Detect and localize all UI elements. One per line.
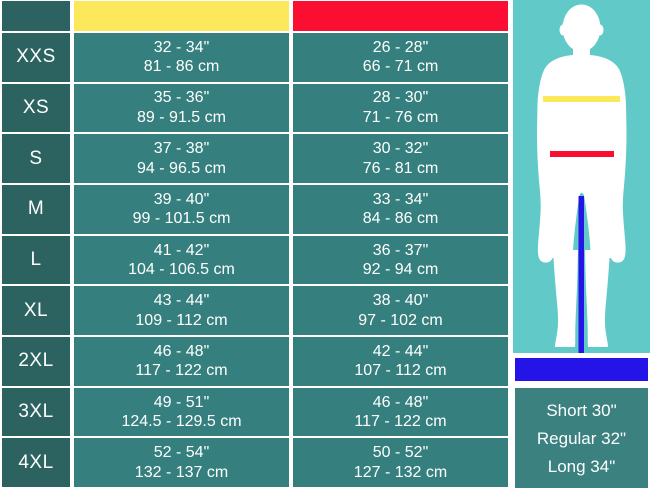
waist-inches: 36 - 37" [372, 241, 429, 259]
waist-inches: 33 - 34" [372, 190, 429, 208]
waist-measurement-cell: 33 - 34" 84 - 86 cm [291, 184, 510, 235]
waist-measurement-cell: 28 - 30" 71 - 76 cm [291, 82, 510, 134]
waist-inches: 46 - 48" [372, 393, 429, 411]
waist-cm: 92 - 94 cm [362, 261, 439, 279]
table-header-row [0, 0, 510, 32]
figure-panel: Short 30" Regular 32" Long 34" [513, 0, 650, 488]
waist-measurement-cell: 42 - 44" 107 - 112 cm [291, 336, 510, 387]
waist-cm: 84 - 86 cm [362, 210, 439, 228]
inseam-measure-line [578, 196, 584, 353]
chest-cm: 94 - 96.5 cm [137, 159, 226, 177]
table-row: L 41 - 42" 104 - 106.5 cm 36 - 37" 92 - … [0, 234, 510, 286]
table-row: 2XL 46 - 48" 117 - 122 cm 42 - 44" 107 -… [0, 336, 510, 387]
left-leg-shape [553, 250, 578, 347]
table-row: XS 35 - 36" 89 - 91.5 cm 28 - 30" 71 - 7… [0, 82, 510, 134]
chest-color-swatch [72, 0, 291, 32]
chest-inches: 43 - 44" [153, 292, 210, 310]
table-row: 4XL 52 - 54" 132 - 137 cm 50 - 52" 127 -… [0, 437, 510, 488]
chest-inches: 37 - 38" [153, 140, 210, 158]
size-label: 3XL [0, 386, 72, 438]
header-size-column [0, 0, 72, 32]
chest-measurement-cell: 32 - 34" 81 - 86 cm [72, 32, 291, 83]
chest-inches: 32 - 34" [153, 38, 210, 56]
waist-measurement-cell: 46 - 48" 117 - 122 cm [291, 386, 510, 438]
chest-measurement-cell: 35 - 36" 89 - 91.5 cm [72, 82, 291, 134]
chest-measurement-cell: 49 - 51" 124.5 - 129.5 cm [72, 386, 291, 438]
waist-measurement-cell: 36 - 37" 92 - 94 cm [291, 234, 510, 286]
chest-cm: 109 - 112 cm [135, 311, 228, 329]
chest-cm: 81 - 86 cm [143, 58, 220, 76]
size-label: 2XL [0, 336, 72, 387]
chest-inches: 39 - 40" [153, 190, 210, 208]
table-row: 3XL 49 - 51" 124.5 - 129.5 cm 46 - 48" 1… [0, 386, 510, 438]
waist-measurement-cell: 50 - 52" 127 - 132 cm [291, 437, 510, 488]
hips-shape [545, 140, 618, 258]
waist-inches: 50 - 52" [372, 444, 429, 462]
left-ear-shape [559, 24, 567, 36]
size-table: XXS 32 - 34" 81 - 86 cm 26 - 28" 66 - 71… [0, 0, 510, 488]
chest-inches: 41 - 42" [153, 241, 210, 259]
waist-measurement-cell: 38 - 40" 97 - 102 cm [291, 285, 510, 337]
waist-cm: 117 - 122 cm [354, 413, 447, 431]
chest-cm: 117 - 122 cm [135, 362, 228, 380]
right-ear-shape [596, 24, 604, 36]
waist-cm: 107 - 112 cm [354, 362, 447, 380]
waist-inches: 42 - 44" [372, 342, 429, 360]
waist-cm: 66 - 71 cm [362, 58, 439, 76]
chest-measurement-cell: 43 - 44" 109 - 112 cm [72, 285, 291, 337]
head-shape [562, 4, 601, 52]
size-label: XL [0, 285, 72, 337]
chest-measurement-cell: 41 - 42" 104 - 106.5 cm [72, 234, 291, 286]
inseam-option-regular: Regular 32" [536, 428, 627, 448]
waist-color-swatch [291, 0, 510, 32]
chest-cm: 104 - 106.5 cm [128, 261, 235, 279]
table-row: XL 43 - 44" 109 - 112 cm 38 - 40" 97 - 1… [0, 285, 510, 337]
waist-measurement-cell: 26 - 28" 66 - 71 cm [291, 32, 510, 83]
chest-inches: 46 - 48" [153, 342, 210, 360]
size-label: XXS [0, 32, 72, 83]
waist-cm: 76 - 81 cm [362, 159, 439, 177]
right-leg-shape [585, 250, 610, 347]
chest-cm: 124.5 - 129.5 cm [121, 413, 242, 431]
waist-cm: 127 - 132 cm [353, 463, 448, 481]
waist-measure-line [550, 151, 614, 157]
inseam-option-short: Short 30" [546, 400, 617, 420]
chest-measurement-cell: 37 - 38" 94 - 96.5 cm [72, 133, 291, 185]
inseam-color-swatch [513, 356, 650, 383]
chest-cm: 99 - 101.5 cm [132, 210, 231, 228]
table-row: M 39 - 40" 99 - 101.5 cm 33 - 34" 84 - 8… [0, 184, 510, 235]
inseam-option-long: Long 34" [547, 456, 616, 476]
waist-inches: 30 - 32" [372, 140, 429, 158]
chest-measure-line [543, 96, 620, 102]
inseam-length-legend: Short 30" Regular 32" Long 34" [513, 386, 650, 488]
torso-shape [537, 55, 627, 263]
size-label: 4XL [0, 437, 72, 488]
size-label: XS [0, 82, 72, 134]
chest-measurement-cell: 46 - 48" 117 - 122 cm [72, 336, 291, 387]
table-row: XXS 32 - 34" 81 - 86 cm 26 - 28" 66 - 71… [0, 32, 510, 83]
table-row: S 37 - 38" 94 - 96.5 cm 30 - 32" 76 - 81… [0, 133, 510, 185]
chest-inches: 49 - 51" [153, 393, 210, 411]
chest-inches: 35 - 36" [153, 89, 210, 107]
size-label: S [0, 133, 72, 185]
size-label: L [0, 234, 72, 286]
waist-cm: 71 - 76 cm [362, 109, 439, 126]
waist-measurement-cell: 30 - 32" 76 - 81 cm [291, 133, 510, 185]
body-diagram [513, 0, 650, 353]
waist-cm: 97 - 102 cm [358, 311, 443, 329]
waist-inches: 26 - 28" [372, 38, 429, 56]
size-label: M [0, 184, 72, 235]
chest-cm: 132 - 137 cm [134, 463, 229, 481]
chest-measurement-cell: 52 - 54" 132 - 137 cm [72, 437, 291, 488]
chest-inches: 52 - 54" [153, 444, 210, 462]
chest-cm: 89 - 91.5 cm [137, 109, 226, 126]
waist-inches: 38 - 40" [372, 292, 429, 310]
chest-measurement-cell: 39 - 40" 99 - 101.5 cm [72, 184, 291, 235]
waist-inches: 28 - 30" [372, 89, 429, 107]
